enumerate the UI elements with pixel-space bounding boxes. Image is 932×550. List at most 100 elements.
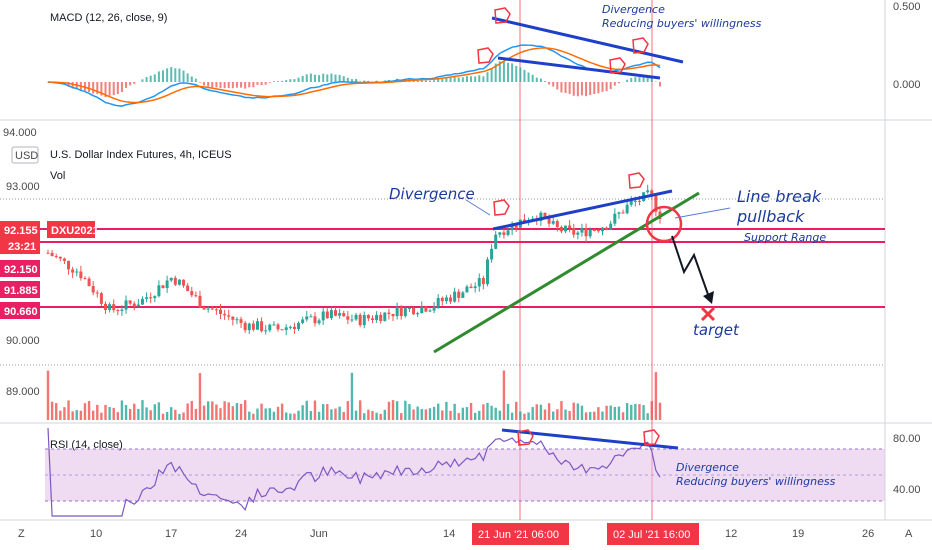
- time-label-a[interactable]: A: [905, 528, 913, 540]
- macd-histogram-bar: [162, 70, 165, 82]
- macd-line: [47, 44, 661, 107]
- volume-bar: [330, 409, 333, 420]
- volume-bar: [248, 411, 251, 420]
- candle-body: [231, 316, 235, 320]
- candle-body: [568, 225, 572, 228]
- volume-bar: [576, 403, 580, 420]
- candle-body: [153, 296, 157, 299]
- currency-badge[interactable]: [11, 146, 39, 164]
- volume-bar: [116, 412, 120, 420]
- candle-body: [62, 258, 66, 261]
- macd-histogram-bar: [145, 77, 148, 82]
- candle-body: [358, 314, 362, 326]
- volume-bar: [170, 407, 173, 420]
- macd-trendline-top[interactable]: [491, 16, 684, 64]
- macd-histogram-bar: [539, 78, 542, 82]
- volume-bar: [326, 404, 329, 420]
- volume-bar: [350, 372, 354, 420]
- candle-body: [210, 308, 214, 310]
- volume-bar: [75, 410, 78, 420]
- candle-body: [485, 259, 489, 285]
- macd-histogram-bar: [71, 82, 74, 89]
- volume-bar: [50, 401, 54, 420]
- volume-bar: [609, 405, 612, 420]
- target-x-icon[interactable]: [700, 306, 716, 322]
- volume-bar: [108, 407, 111, 420]
- candle-body: [646, 190, 650, 193]
- macd-histogram-bar: [182, 70, 185, 82]
- volume-bar: [285, 412, 288, 420]
- price-trendline-top[interactable]: [492, 189, 673, 231]
- volume-bar: [593, 411, 596, 420]
- volume-bar: [490, 405, 493, 420]
- candle-body: [370, 318, 374, 321]
- volume-bar: [428, 408, 432, 420]
- volume-bar: [342, 412, 345, 420]
- candle-body: [173, 277, 177, 285]
- volume-bar: [141, 400, 144, 420]
- candle-body: [235, 319, 239, 321]
- candle-body: [609, 223, 613, 230]
- candle-body: [104, 303, 108, 310]
- break-circle[interactable]: [645, 205, 683, 243]
- volume-bar: [256, 408, 259, 420]
- candle-body: [95, 292, 99, 294]
- volume-bar: [547, 403, 551, 420]
- symbol-tag: [47, 221, 95, 238]
- candle-body: [588, 229, 592, 237]
- volume-bar: [227, 402, 230, 420]
- macd-trendline-bottom[interactable]: [497, 56, 661, 80]
- macd-histogram-bar: [120, 82, 123, 92]
- macd-histogram-bar: [293, 79, 296, 82]
- volume-bar: [206, 401, 210, 420]
- macd-tick-zero: 0.000: [893, 79, 921, 91]
- macd-histogram-bar: [531, 74, 534, 82]
- macd-histogram-bar: [576, 82, 579, 97]
- volume-bar: [486, 402, 489, 420]
- candle-body: [444, 297, 448, 302]
- candle-body: [342, 313, 346, 317]
- candle-body: [280, 329, 284, 331]
- volume-bar: [539, 404, 543, 420]
- volume-bar: [211, 401, 214, 420]
- pullback-text: pullback: [736, 207, 805, 226]
- candle-body: [407, 307, 411, 309]
- candle-body: [202, 307, 206, 310]
- candle-body: [354, 314, 358, 320]
- candle-body: [247, 323, 251, 331]
- candle-body: [161, 285, 165, 289]
- candle-body: [329, 310, 333, 319]
- volume-bar: [613, 406, 617, 420]
- candle-body: [391, 313, 395, 317]
- volume-bar: [182, 412, 185, 420]
- price-trendline-support[interactable]: [433, 191, 700, 354]
- candle-body: [637, 200, 641, 202]
- candle-body: [58, 256, 62, 259]
- hand-marker-icon: [477, 7, 660, 446]
- macd-histogram-bar: [437, 78, 440, 82]
- volume-bar: [552, 411, 555, 420]
- rsi-line: [47, 427, 661, 517]
- macd-histogram-bar: [67, 82, 70, 87]
- volume-bar: [404, 400, 407, 420]
- candle-body: [292, 326, 296, 330]
- volume-bar: [96, 404, 99, 420]
- candle-body: [309, 316, 313, 318]
- macd-histogram-bar: [523, 69, 526, 82]
- volume-bar: [395, 401, 399, 420]
- macd-histogram-bar: [659, 82, 661, 87]
- candle-body: [243, 322, 247, 331]
- volume-bar: [149, 410, 152, 420]
- candle-body: [621, 212, 625, 214]
- macd-histogram-bar: [543, 81, 546, 82]
- volume-bar: [556, 409, 559, 420]
- volume-bar: [67, 400, 70, 420]
- candle-body: [128, 300, 132, 304]
- price-tag-countdown-label: 23:21: [8, 241, 36, 253]
- time-label-z[interactable]: Z: [18, 528, 25, 540]
- projection-path[interactable]: [671, 235, 711, 301]
- candle-body: [436, 297, 440, 307]
- candlesticks: [46, 184, 662, 336]
- macd-histogram-bar: [457, 77, 460, 82]
